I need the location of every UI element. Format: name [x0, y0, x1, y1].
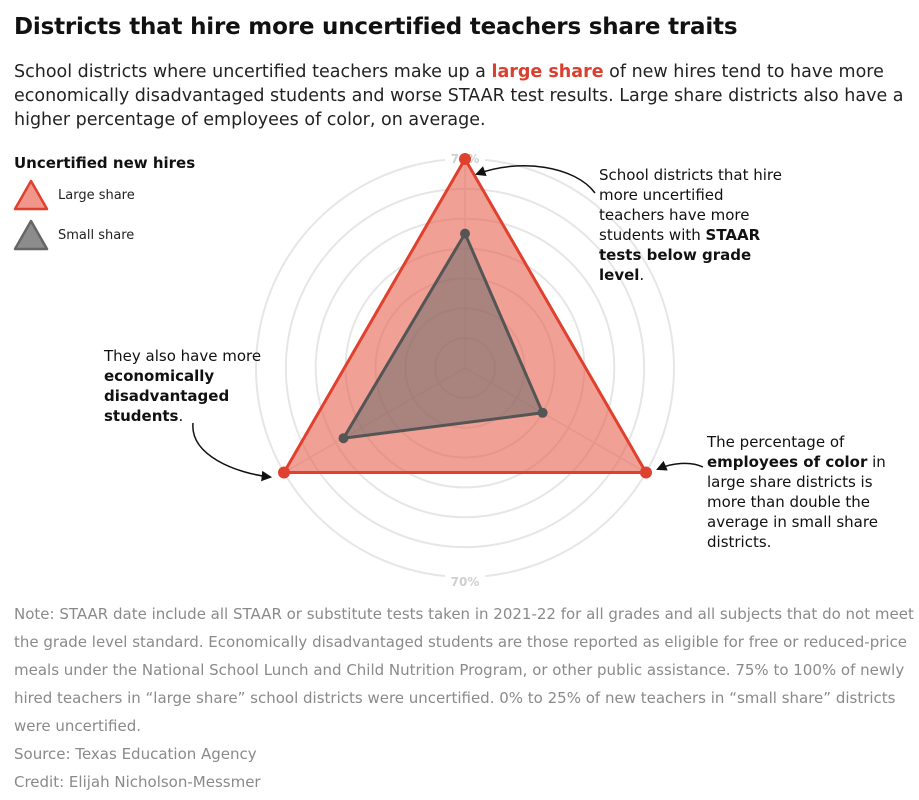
annotation-econ-text: They also have more — [104, 347, 262, 365]
annotation-employees-text: The percentage of — [707, 433, 845, 451]
annotation-employees-end: in large share districts is more than do… — [707, 453, 886, 551]
large-share-swatch — [13, 179, 49, 211]
annotation-employees-bold: employees of color — [707, 453, 868, 471]
data-point-large-share — [640, 466, 652, 479]
subtitle-text-end: of new hires tend to have more economica… — [14, 62, 904, 130]
legend-title: Uncertified new hires — [14, 154, 196, 172]
chart-subtitle: School districts where uncertified teach… — [14, 60, 909, 132]
radar-chart: 70%70% — [192, 152, 704, 589]
footnote: Note: STAAR date include all STAAR or su… — [14, 600, 914, 796]
legend-label-small-share: Small share — [58, 227, 135, 243]
note-text: Note: STAAR date include all STAAR or su… — [14, 605, 914, 735]
radar-series — [278, 153, 652, 479]
annotation-employees-of-color: The percentage of employees of color in … — [707, 432, 902, 552]
annotation-staar-bold: STAAR tests below grade level — [599, 226, 761, 284]
data-point-small-share — [537, 407, 548, 418]
source-text: Source: Texas Education Agency — [14, 745, 257, 763]
annotation-econ-bold: economically disadvantaged students — [104, 367, 230, 425]
grid-label-bg — [445, 575, 485, 589]
subtitle-highlight: large share — [491, 62, 604, 82]
grid-label: 70% — [451, 575, 480, 589]
data-point-large-share — [278, 466, 290, 479]
data-point-large-share — [459, 153, 471, 165]
annotation-econ-disadvantaged: They also have more economically disadva… — [104, 346, 274, 426]
legend-item-large-share: Large share — [12, 177, 135, 213]
credit-text: Credit: Elijah Nicholson-Messmer — [14, 773, 261, 791]
legend-item-small-share: Small share — [12, 217, 134, 253]
data-point-small-share — [460, 228, 470, 239]
annotation-staar-text: School districts that hire more uncertif… — [599, 166, 782, 244]
series-polygon-small-share — [342, 232, 545, 440]
small-share-triangle-icon — [13, 219, 49, 251]
small-share-swatch — [13, 219, 49, 251]
annotation-arrow-top — [475, 165, 596, 194]
data-point-small-share — [338, 433, 349, 444]
annotation-staar-end: . — [639, 266, 645, 284]
legend-label-large-share: Large share — [58, 187, 135, 203]
annotation-arrow-left — [192, 422, 273, 482]
annotation-econ-end: . — [178, 407, 184, 425]
chart-title: Districts that hire more uncertified tea… — [14, 14, 738, 40]
subtitle-text-start: School districts where uncertified teach… — [14, 62, 492, 82]
annotation-staar: School districts that hire more uncertif… — [599, 165, 784, 285]
annotation-arrow-right — [656, 460, 704, 471]
large-share-triangle-icon — [13, 179, 49, 211]
